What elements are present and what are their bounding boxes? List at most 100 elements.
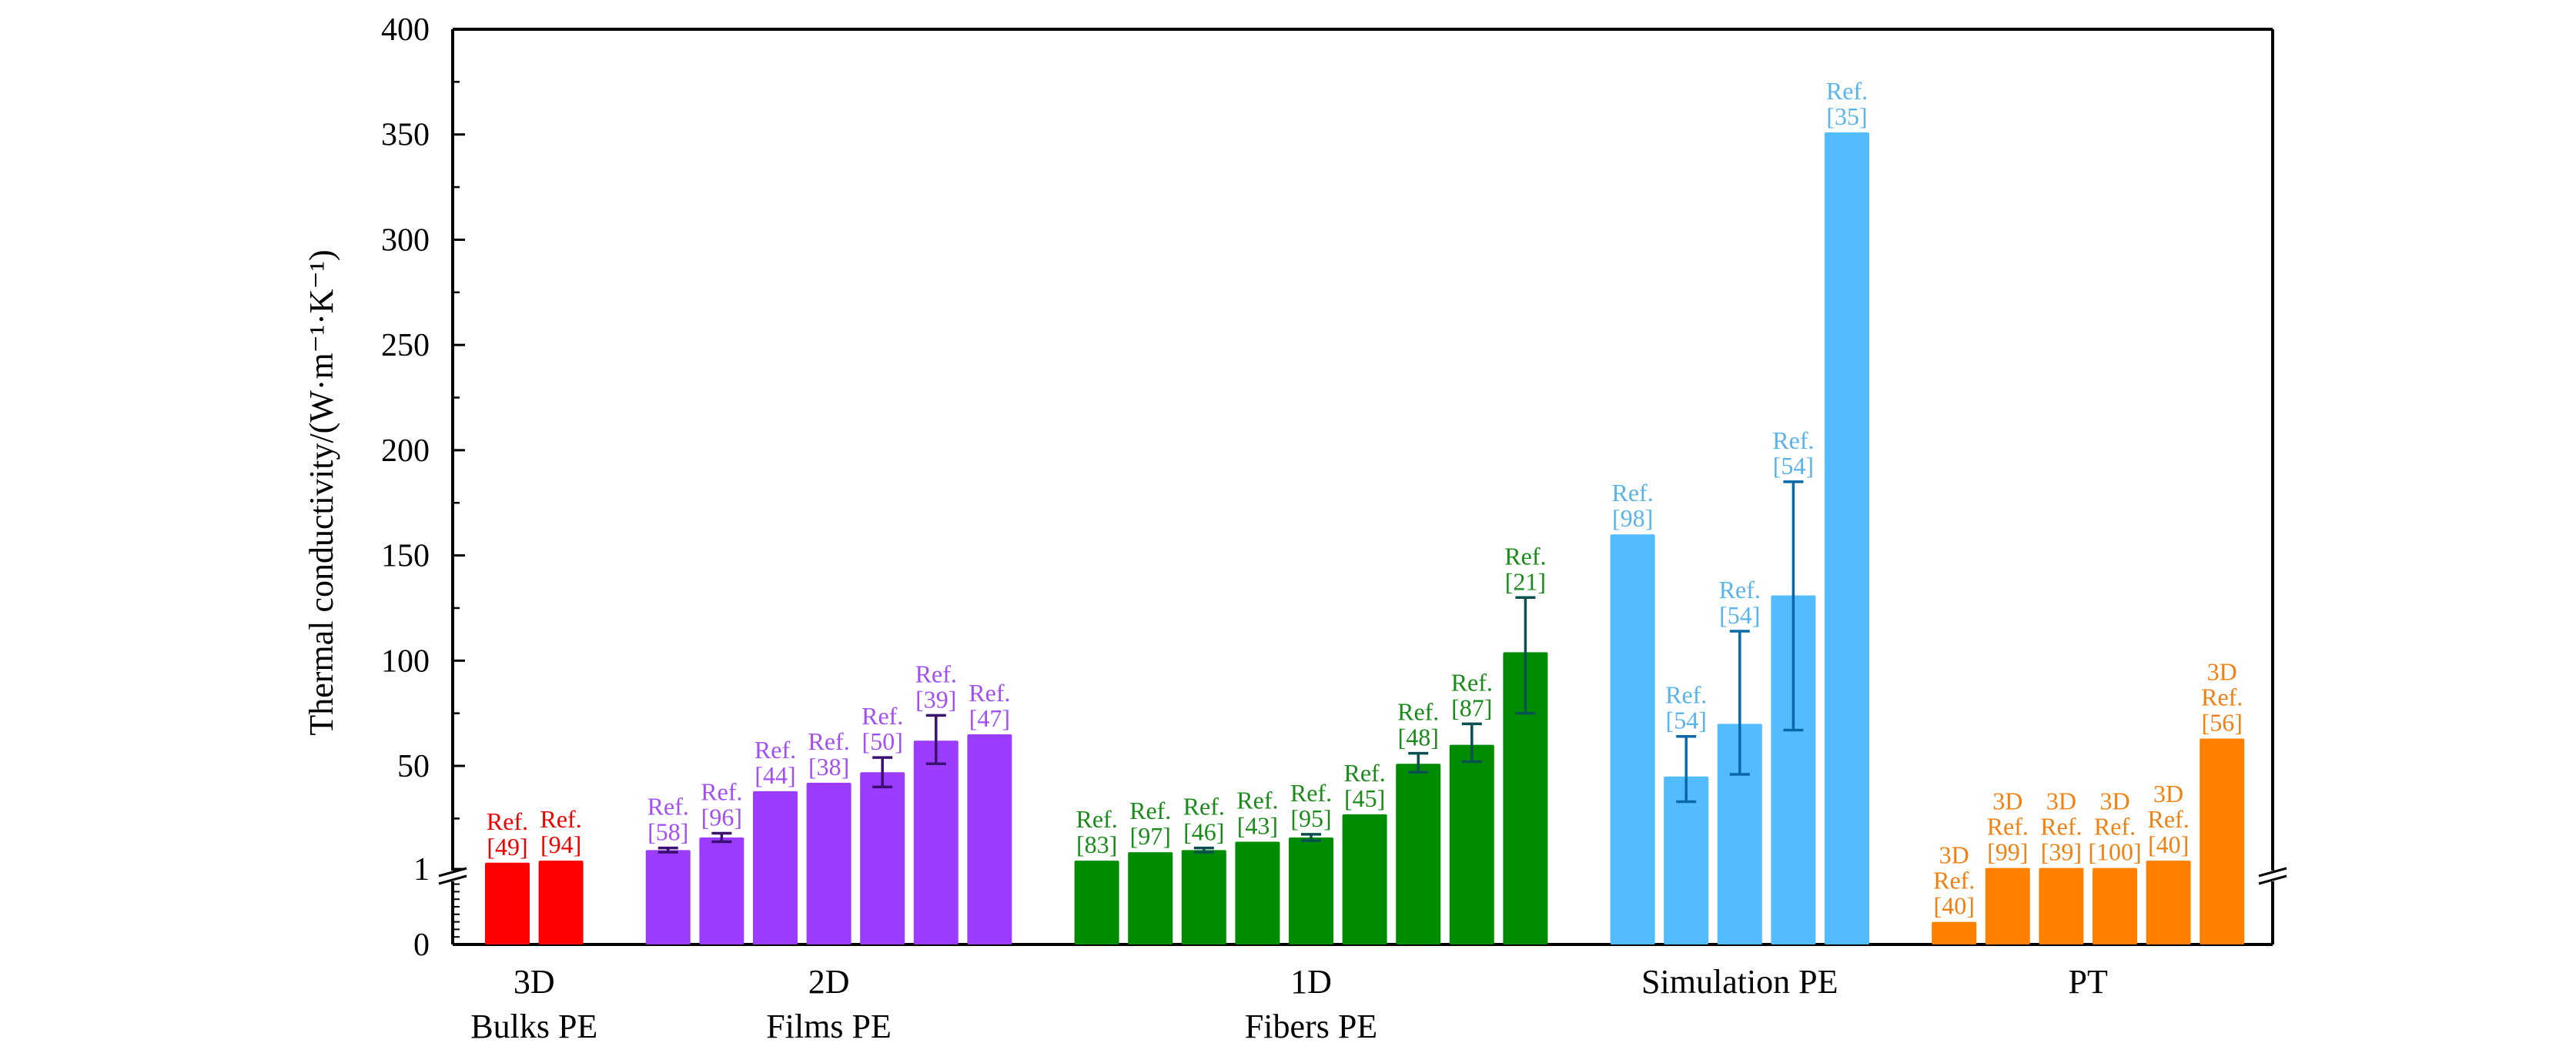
bar-label: [95] (1290, 804, 1331, 832)
bar (485, 862, 530, 944)
bar (1235, 841, 1280, 944)
bar-label: Ref. (969, 679, 1010, 707)
bar-label: [54] (1666, 707, 1707, 734)
bar-label: Ref. (1290, 779, 1332, 807)
bar (538, 861, 584, 944)
bar (1449, 744, 1494, 944)
bar-label: Ref. (1772, 426, 1814, 454)
bar (1396, 764, 1441, 944)
bar (967, 734, 1012, 944)
bar-label: Ref. (808, 727, 849, 755)
bar-label: [54] (1719, 601, 1760, 629)
bar-label: [98] (1612, 504, 1653, 532)
bar-labels: Ref.[49]Ref.[94]Ref.[58]Ref.[96]Ref.[44]… (487, 77, 2243, 920)
bar-label: [47] (969, 704, 1010, 732)
y-tick-label: 250 (381, 328, 430, 363)
bar-label: [44] (754, 761, 795, 789)
bar (2200, 738, 2245, 944)
bar-label: [40] (2148, 831, 2189, 858)
bar-label: 3D (2153, 780, 2183, 807)
bar (1985, 867, 2030, 944)
group-label: 2D (808, 963, 850, 1001)
y-tick-label: 350 (381, 118, 430, 153)
bar (645, 850, 691, 944)
bar-label: [48] (1398, 724, 1439, 751)
group-label: PT (2069, 963, 2108, 1001)
bar-label: [50] (862, 727, 903, 755)
bar-label: [40] (1934, 892, 1975, 920)
bar-label: [35] (1826, 102, 1867, 130)
bar-label: [54] (1773, 452, 1814, 480)
group-label: Bulks PE (470, 1008, 597, 1045)
group-label: Fibers PE (1245, 1008, 1377, 1045)
y-tick-label: 100 (381, 644, 430, 679)
bar (1825, 132, 1869, 945)
bar-label: Ref. (1719, 576, 1761, 603)
bar-label: Ref. (1504, 542, 1546, 570)
bar-label: [97] (1130, 822, 1171, 850)
y-tick-label: 0 (413, 928, 430, 963)
bar-label: 3D (2046, 787, 2076, 815)
bar-label: [100] (2088, 838, 2141, 866)
bar-label: Ref. (647, 793, 689, 821)
bar-label: [38] (808, 753, 849, 781)
bar-label: Ref. (2094, 813, 2136, 841)
bar-label: [43] (1237, 811, 1278, 839)
bar-label: [99] (1987, 838, 2028, 866)
bar (753, 791, 798, 944)
bar-label: [94] (540, 831, 581, 858)
bar-label: Ref. (1665, 681, 1707, 709)
bar (1717, 724, 1762, 944)
bar-label: Ref. (2201, 683, 2243, 710)
bar-label: Ref. (1451, 668, 1493, 696)
bar-label: Ref. (1933, 867, 1975, 894)
y-tick-label: 150 (381, 539, 430, 574)
bar-label: Ref. (1826, 77, 1868, 105)
group-label: Films PE (766, 1008, 892, 1045)
bar-label: [45] (1344, 784, 1385, 812)
bars (485, 132, 2245, 945)
bar-label: [39] (2041, 838, 2082, 866)
bar-label: [46] (1183, 818, 1224, 846)
group-label: Simulation PE (1641, 963, 1838, 1001)
bar-label: Ref. (1987, 813, 2029, 841)
bar-label: Ref. (2040, 813, 2082, 841)
bar-label: 3D (2207, 657, 2237, 685)
y-tick-label: 400 (381, 12, 430, 48)
axis-break-mark (2258, 867, 2287, 878)
y-tick-label: 300 (381, 222, 430, 258)
bar-label: [56] (2202, 708, 2243, 736)
bar-label: [21] (1505, 567, 1546, 595)
bar-label: [58] (647, 818, 688, 846)
bar-label: [49] (487, 833, 527, 861)
bar (913, 740, 958, 944)
bar-label: Ref. (540, 805, 581, 833)
bar (806, 782, 851, 944)
group-label: 3D (514, 963, 555, 1001)
y-tick-label: 50 (397, 749, 430, 784)
bar (1771, 595, 1816, 944)
bar-label: Ref. (487, 807, 528, 835)
bar (2093, 867, 2137, 944)
y-axis-label: Thermal conductivity/(W·m⁻¹·K⁻¹) (303, 249, 340, 735)
bar-label: Ref. (1397, 698, 1439, 726)
bar-label: [83] (1076, 831, 1117, 858)
bar (1128, 852, 1173, 944)
bar (1664, 776, 1709, 944)
bar (2039, 867, 2084, 944)
bar (2146, 861, 2191, 944)
bar-label: Ref. (1129, 797, 1171, 824)
bar-label: Ref. (1076, 805, 1117, 833)
bar (1503, 652, 1548, 944)
bar (1932, 921, 1977, 944)
bar (1289, 837, 1333, 944)
bar-label: Ref. (2147, 805, 2189, 833)
y-tick-label: 1 (413, 852, 430, 888)
bar (860, 772, 905, 944)
bar-label: Ref. (1611, 479, 1653, 506)
bar-label: [96] (701, 804, 742, 831)
bar-label: 3D (2099, 787, 2129, 815)
bar-label: Ref. (1236, 786, 1278, 814)
bar (1342, 814, 1387, 944)
